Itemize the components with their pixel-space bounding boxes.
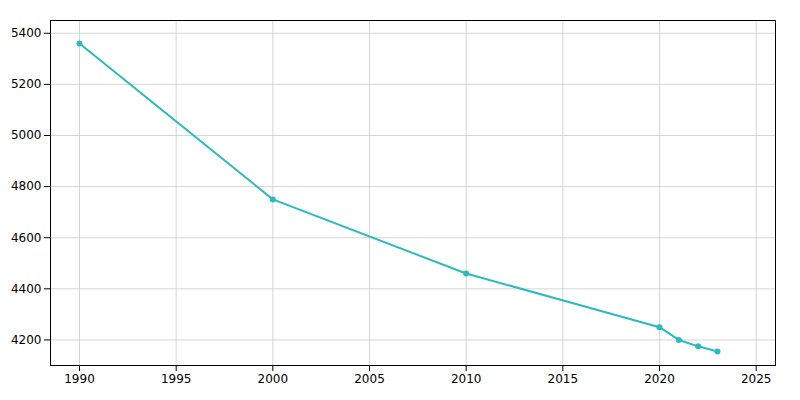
svg-text:2000: 2000 (258, 372, 289, 386)
svg-text:4200: 4200 (11, 333, 42, 347)
svg-text:4400: 4400 (11, 282, 42, 296)
svg-text:1990: 1990 (64, 372, 95, 386)
svg-text:2010: 2010 (451, 372, 482, 386)
svg-text:5000: 5000 (11, 128, 42, 142)
svg-text:2015: 2015 (548, 372, 579, 386)
svg-text:2025: 2025 (741, 372, 772, 386)
svg-text:5200: 5200 (11, 77, 42, 91)
svg-text:1995: 1995 (161, 372, 192, 386)
svg-text:4800: 4800 (11, 179, 42, 193)
svg-text:2020: 2020 (644, 372, 675, 386)
svg-text:4600: 4600 (11, 231, 42, 245)
svg-text:5400: 5400 (11, 26, 42, 40)
svg-text:2005: 2005 (354, 372, 385, 386)
